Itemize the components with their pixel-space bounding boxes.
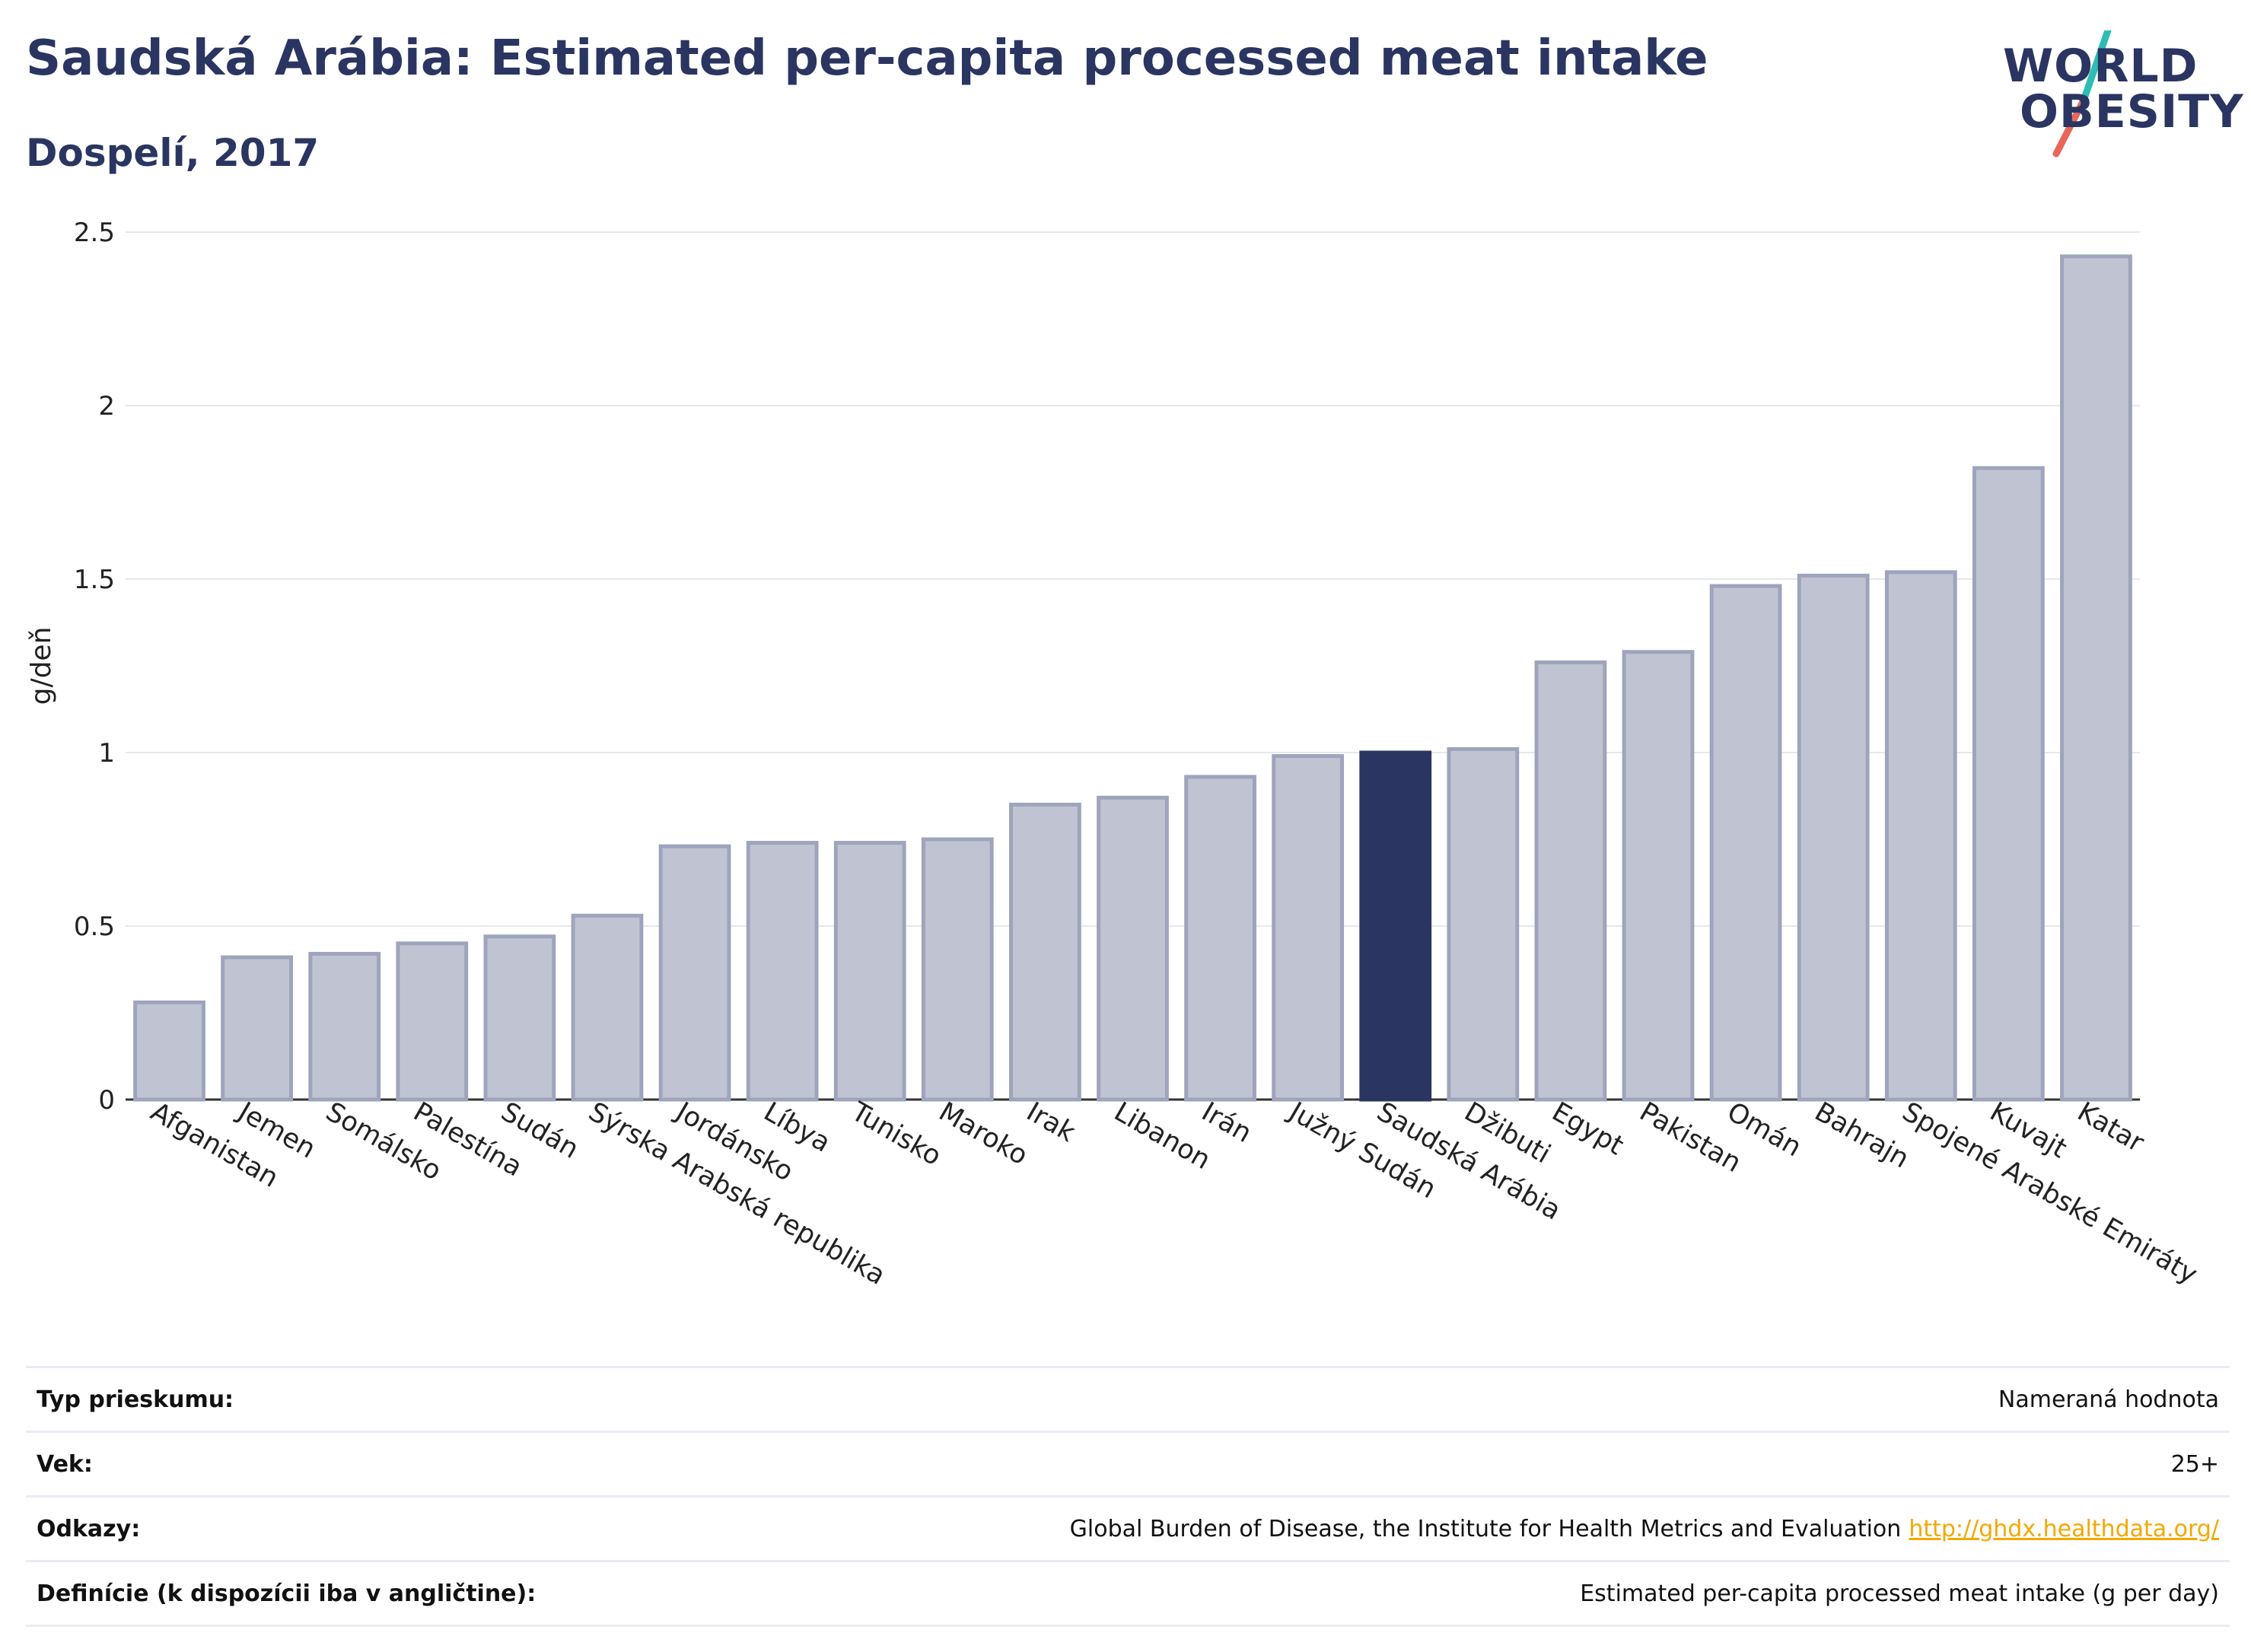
info-row-definitions: Definície (k dispozícii iba v angličtine… xyxy=(26,1560,2230,1627)
y-tick-label: 0 xyxy=(98,1085,115,1116)
logo-text-obesity: OBESITY xyxy=(2020,85,2244,138)
bar-ir-n xyxy=(1184,775,1256,1102)
info-key: Typ prieskumu: xyxy=(37,1386,234,1413)
info-row-age: Vek: 25+ xyxy=(26,1431,2230,1495)
bars xyxy=(133,254,2132,1102)
x-tick-label: Irán xyxy=(1196,1097,1256,1149)
x-tick-label: Bahrajn xyxy=(1810,1097,1914,1174)
page-title: Saudská Arábia: Estimated per-capita pro… xyxy=(26,30,1708,87)
y-tick-label: 1 xyxy=(98,738,115,769)
bar-spojen-arabsk-emir-ty xyxy=(1884,570,1957,1102)
y-tick-label: 2 xyxy=(98,391,115,422)
info-value: Nameraná hodnota xyxy=(1998,1386,2219,1413)
bar-l-bya xyxy=(746,841,819,1102)
info-value: Estimated per-capita processed meat inta… xyxy=(1580,1580,2219,1607)
bar-s-rska-arabsk-republika xyxy=(571,913,644,1102)
bar-afganistan xyxy=(133,1000,205,1102)
x-tick-label: Katar xyxy=(2072,1097,2149,1159)
y-axis-ticks: 0 0.5 1 1.5 2 2.5 xyxy=(74,218,115,1116)
bar-katar xyxy=(2060,254,2132,1102)
x-tick-label: Libanon xyxy=(1109,1097,1215,1176)
bar-d-ibuti xyxy=(1447,746,1520,1102)
page-subtitle: Dospelí, 2017 xyxy=(26,131,320,175)
info-key: Vek: xyxy=(37,1450,93,1478)
info-key: Odkazy: xyxy=(37,1515,141,1542)
x-tick-label: Južný Sudán xyxy=(1283,1096,1441,1205)
bar-som-lsko xyxy=(308,951,381,1102)
bar-palest-na xyxy=(396,941,469,1102)
y-tick-label: 2.5 xyxy=(74,218,115,248)
info-key: Definície (k dispozícii iba v angličtine… xyxy=(37,1580,536,1607)
bar-irak xyxy=(1009,802,1081,1102)
bar-om-n xyxy=(1709,584,1782,1102)
y-tick-label: 0.5 xyxy=(74,912,115,942)
x-tick-label: Egypt xyxy=(1547,1097,1629,1161)
info-table: Typ prieskumu: Nameraná hodnota Vek: 25+… xyxy=(26,1366,2230,1627)
info-row-references: Odkazy: Global Burden of Disease, the In… xyxy=(26,1495,2230,1560)
reference-link[interactable]: http://ghdx.healthdata.org/ xyxy=(1909,1515,2219,1542)
bar-saudsk-ar-bia xyxy=(1359,750,1432,1102)
logo-text-world: WORLD xyxy=(2003,40,2198,93)
logo-slash-icon xyxy=(2052,30,2112,158)
info-value: 25+ xyxy=(2170,1450,2219,1478)
y-tick-label: 1.5 xyxy=(74,565,115,595)
bar-libanon xyxy=(1097,795,1169,1102)
y-axis-label: g/deň xyxy=(26,627,57,705)
world-obesity-logo: WORLD OBESITY xyxy=(1994,30,2245,160)
bar-kuvajt xyxy=(1972,466,2045,1102)
info-value: Global Burden of Disease, the Institute … xyxy=(1069,1515,1902,1542)
bar-bahrajn xyxy=(1797,573,1870,1102)
x-tick-label: Tunisko xyxy=(845,1097,946,1173)
bar-tunisko xyxy=(833,841,906,1102)
bar-ju-n-sud-n xyxy=(1272,754,1345,1102)
bar-maroko xyxy=(921,837,994,1102)
info-value-wrap: Global Burden of Disease, the Institute … xyxy=(1070,1516,2230,1542)
bar-jord-nsko xyxy=(658,844,731,1102)
bar-pakistan xyxy=(1622,650,1695,1102)
info-row-survey-type: Typ prieskumu: Nameraná hodnota xyxy=(26,1366,2230,1431)
bar-sud-n xyxy=(483,934,556,1102)
x-tick-label: Irak xyxy=(1021,1097,1081,1148)
x-tick-label: Maroko xyxy=(934,1097,1033,1171)
bar-egypt xyxy=(1534,660,1607,1102)
bar-jemen xyxy=(221,955,294,1102)
